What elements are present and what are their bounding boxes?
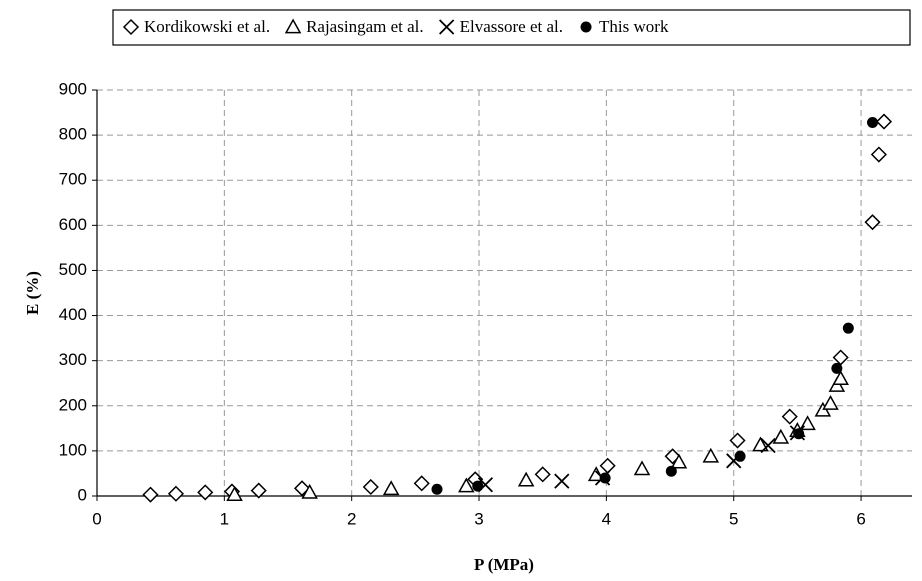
point bbox=[534, 466, 551, 483]
point bbox=[664, 448, 681, 465]
y-axis-title: E (%) bbox=[23, 271, 42, 315]
point bbox=[870, 146, 887, 163]
y-tick-label: 0 bbox=[78, 485, 87, 504]
legend-marker bbox=[122, 18, 140, 36]
y-tick-label: 700 bbox=[59, 170, 87, 189]
point bbox=[822, 394, 839, 410]
point bbox=[382, 480, 400, 496]
x-tick-label: 6 bbox=[856, 509, 865, 528]
point bbox=[250, 482, 267, 499]
point bbox=[729, 432, 746, 449]
x-tick-label: 2 bbox=[347, 509, 356, 528]
point bbox=[599, 457, 616, 474]
point bbox=[554, 473, 570, 489]
point bbox=[781, 408, 798, 425]
x-tick-label: 3 bbox=[474, 509, 483, 528]
legend-box bbox=[112, 9, 911, 46]
point bbox=[362, 478, 379, 496]
y-tick-label: 500 bbox=[59, 260, 87, 279]
y-tick-label: 200 bbox=[59, 395, 87, 414]
x-tick-label: 0 bbox=[92, 509, 101, 528]
point bbox=[517, 471, 535, 487]
y-tick-label: 900 bbox=[59, 79, 87, 98]
x-tick-label: 4 bbox=[602, 509, 611, 528]
point bbox=[167, 485, 185, 502]
legend-label: Elvassore et al. bbox=[460, 17, 563, 36]
x-axis-title: P (MPa) bbox=[474, 555, 534, 574]
y-tick-label: 300 bbox=[59, 350, 87, 369]
point bbox=[734, 450, 746, 462]
point bbox=[842, 322, 854, 334]
point bbox=[752, 436, 769, 452]
point bbox=[793, 428, 805, 440]
legend-marker bbox=[580, 21, 592, 33]
point bbox=[226, 486, 243, 501]
point bbox=[867, 116, 879, 128]
y-tick-label: 100 bbox=[59, 440, 87, 459]
point bbox=[197, 484, 214, 501]
point bbox=[875, 113, 893, 130]
point bbox=[864, 214, 881, 231]
point bbox=[472, 480, 484, 492]
point bbox=[832, 370, 849, 386]
point bbox=[431, 483, 443, 495]
legend-marker bbox=[439, 19, 455, 35]
y-tick-label: 400 bbox=[59, 305, 87, 324]
point bbox=[413, 475, 430, 492]
legend-label: Kordikowski et al. bbox=[144, 17, 270, 36]
point bbox=[301, 483, 318, 499]
y-tick-label: 800 bbox=[59, 125, 87, 144]
point bbox=[831, 362, 843, 374]
point bbox=[772, 428, 790, 444]
point bbox=[832, 349, 849, 366]
x-tick-label: 5 bbox=[729, 509, 738, 528]
point bbox=[760, 437, 776, 454]
point bbox=[702, 447, 720, 463]
point bbox=[599, 472, 611, 484]
point bbox=[665, 465, 677, 477]
legend-label: This work bbox=[599, 17, 669, 36]
legend-label: Rajasingam et al. bbox=[306, 17, 424, 36]
legend-marker bbox=[284, 18, 302, 34]
point bbox=[633, 460, 651, 476]
point bbox=[458, 477, 475, 493]
x-tick-label: 1 bbox=[220, 509, 229, 528]
point bbox=[670, 453, 688, 469]
point bbox=[142, 486, 159, 503]
y-tick-label: 600 bbox=[59, 215, 87, 234]
